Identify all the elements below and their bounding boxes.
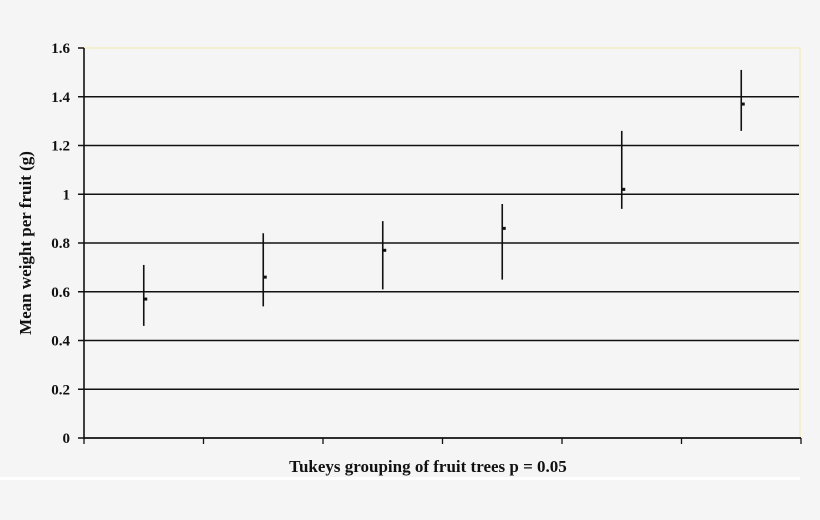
y-tick-label: 0.2 <box>51 382 70 398</box>
bottom-band <box>0 477 800 480</box>
y-axis-label: Mean weight per fruit (g) <box>16 151 35 335</box>
y-tick-label: 0 <box>63 431 71 447</box>
mean-marker <box>263 275 267 279</box>
y-tick-label: 1.6 <box>51 41 70 57</box>
axes <box>78 47 802 444</box>
mean-marker <box>143 297 148 301</box>
y-tick-label: 0.8 <box>51 236 70 252</box>
mean-marker <box>502 226 506 230</box>
y-tick-label: 1.4 <box>51 90 70 106</box>
mean-marker <box>621 187 626 191</box>
y-tick-label: 1 <box>63 187 71 203</box>
x-axis-label: Tukeys grouping of fruit trees p = 0.05 <box>289 457 567 476</box>
y-tick-labels: 0 0.2 0.4 0.6 0.8 1 1.2 1.4 1.6 <box>51 41 70 447</box>
mean-marker <box>382 248 387 252</box>
y-tick-label: 1.2 <box>51 139 70 155</box>
y-tick-label: 0.4 <box>51 334 70 350</box>
gridlines <box>84 47 801 438</box>
mean-marker <box>741 102 745 106</box>
y-tick-label: 0.6 <box>51 285 70 301</box>
data-points <box>142 69 745 326</box>
